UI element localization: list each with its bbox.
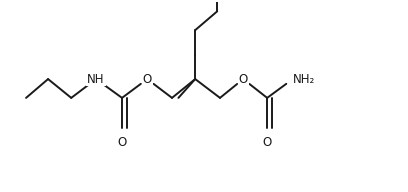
Text: O: O xyxy=(143,73,152,86)
Text: O: O xyxy=(263,136,272,149)
Text: NH₂: NH₂ xyxy=(293,73,315,86)
Text: NH: NH xyxy=(87,73,105,86)
Text: O: O xyxy=(239,73,248,86)
Text: O: O xyxy=(118,136,126,149)
